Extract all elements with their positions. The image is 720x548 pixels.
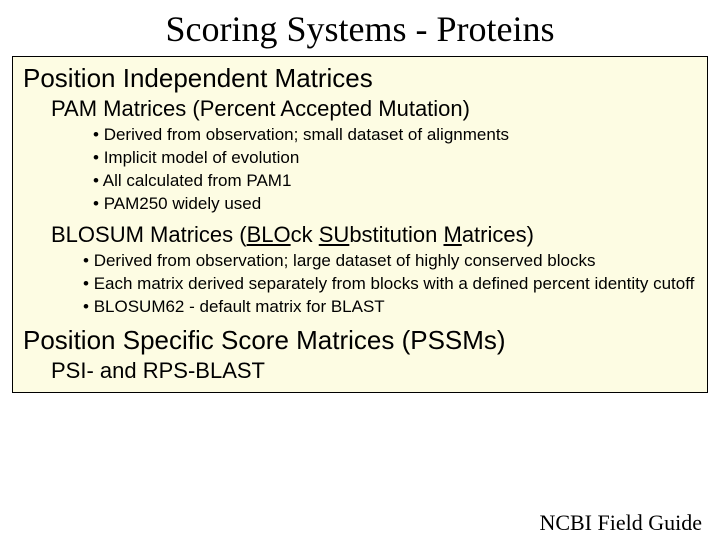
- content-box: Position Independent Matrices PAM Matric…: [12, 56, 708, 393]
- blosum-heading: BLOSUM Matrices (BLOck SUbstitution Matr…: [51, 222, 697, 248]
- bullet-item: • Derived from observation; small datase…: [93, 124, 697, 147]
- bullet-item: • Derived from observation; large datase…: [83, 250, 697, 273]
- blosum-bullets: • Derived from observation; large datase…: [83, 250, 697, 319]
- bullet-item: • Implicit model of evolution: [93, 147, 697, 170]
- slide: Scoring Systems - Proteins Position Inde…: [0, 8, 720, 548]
- pam-bullets: • Derived from observation; small datase…: [93, 124, 697, 216]
- bullet-item: • All calculated from PAM1: [93, 170, 697, 193]
- bullet-item: • PAM250 widely used: [93, 193, 697, 216]
- psi-heading: PSI- and RPS-BLAST: [51, 358, 697, 384]
- section1-heading: Position Independent Matrices: [23, 63, 697, 94]
- pam-heading: PAM Matrices (Percent Accepted Mutation): [51, 96, 697, 122]
- bullet-item: • Each matrix derived separately from bl…: [83, 273, 697, 296]
- footer-text: NCBI Field Guide: [539, 510, 702, 536]
- bullet-item: • BLOSUM62 - default matrix for BLAST: [83, 296, 697, 319]
- section2-heading: Position Specific Score Matrices (PSSMs): [23, 325, 697, 356]
- slide-title: Scoring Systems - Proteins: [0, 8, 720, 50]
